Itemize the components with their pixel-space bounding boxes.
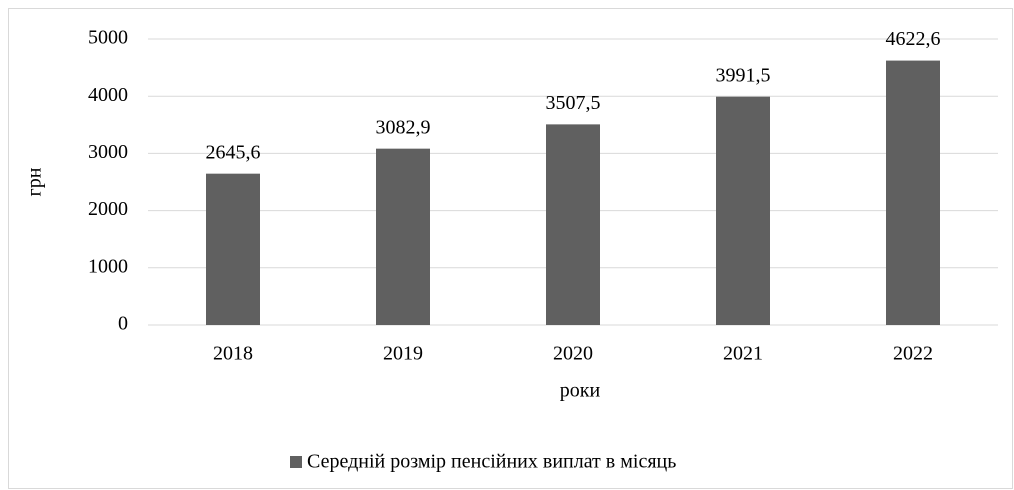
- data-label: 4622,6: [886, 28, 941, 50]
- x-tick-label: 2020: [553, 343, 593, 365]
- y-tick-label: 1000: [88, 255, 128, 277]
- data-label: 3991,5: [716, 64, 771, 86]
- chart-border: [8, 8, 1013, 489]
- legend-label: Середній розмір пенсійних виплат в місяц…: [307, 451, 676, 473]
- bar: [376, 148, 430, 325]
- y-tick-label: 3000: [88, 141, 128, 163]
- x-axis-label: роки: [560, 380, 601, 402]
- data-label: 3507,5: [546, 92, 601, 114]
- x-tick-label: 2021: [723, 343, 763, 365]
- bar: [716, 96, 770, 325]
- y-tick-label: 0: [118, 313, 128, 335]
- legend-swatch: [290, 456, 302, 468]
- data-label: 3082,9: [376, 116, 431, 138]
- bar: [886, 60, 940, 325]
- x-tick-label: 2019: [383, 343, 423, 365]
- y-tick-label: 5000: [88, 27, 128, 49]
- bar: [206, 173, 260, 325]
- x-tick-label: 2022: [893, 343, 933, 365]
- y-axis-label: грн: [24, 167, 46, 196]
- y-tick-label: 4000: [88, 84, 128, 106]
- y-tick-label: 2000: [88, 198, 128, 220]
- x-tick-label: 2018: [213, 343, 253, 365]
- bar: [546, 124, 600, 325]
- data-label: 2645,6: [206, 141, 261, 163]
